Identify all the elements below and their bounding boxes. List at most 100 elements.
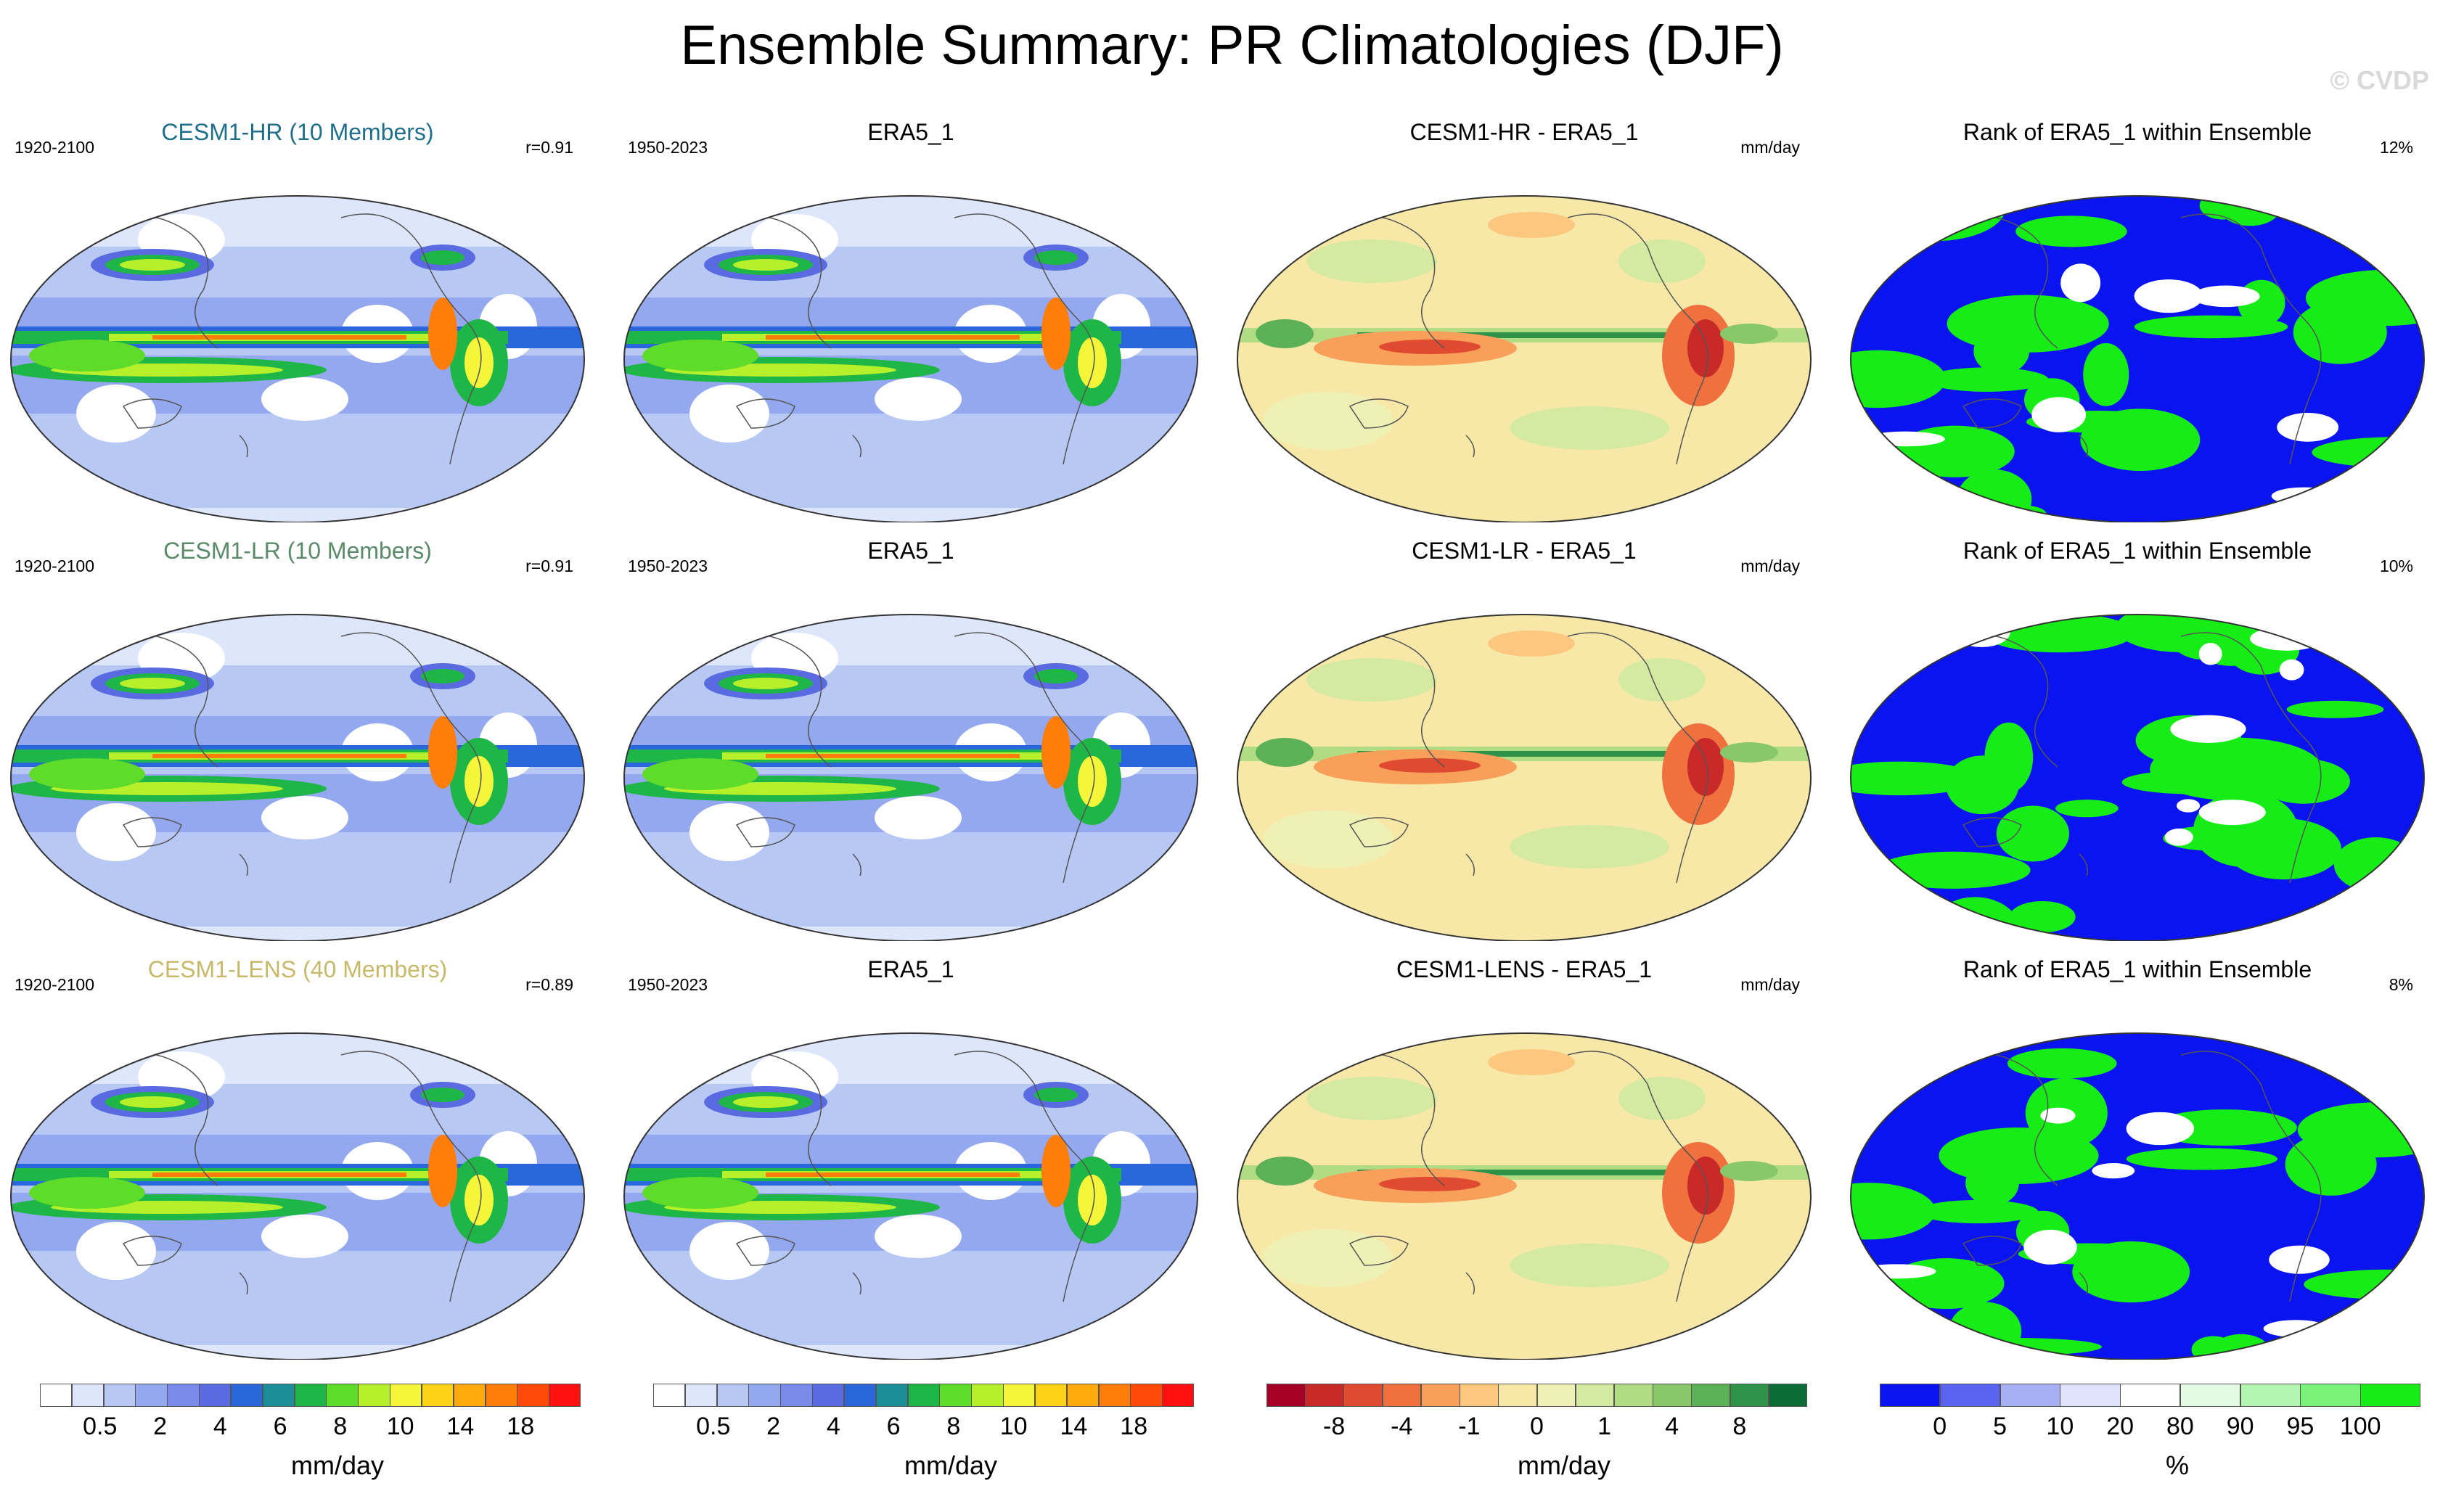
precip-band [766, 754, 1020, 758]
colorbar-swatch [358, 1384, 390, 1407]
rank-percent: 12% [2379, 138, 2413, 157]
rank-region [2198, 800, 2266, 826]
colorbar-label: % [2165, 1450, 2189, 1480]
rank-region [2055, 800, 2119, 818]
precip-blob [1306, 1077, 1437, 1120]
pr-rank-map [1850, 1032, 2425, 1360]
coastline [852, 435, 861, 458]
coastline [2079, 1272, 2088, 1295]
precip-blob [1263, 1229, 1393, 1287]
precip-blob [1687, 738, 1724, 796]
panel-diff-lr: CESM1-LR - ERA5_1 mm/day [1227, 535, 1822, 941]
pr-rank-map [1850, 614, 2425, 941]
precip-blob [261, 377, 348, 421]
pr-clim-map [10, 1032, 585, 1360]
map-field [1237, 615, 1811, 941]
diff-units: mm/day [1740, 556, 1800, 575]
rank-region [2176, 799, 2201, 813]
precip-blob [1078, 1175, 1107, 1225]
colorbar-swatch [294, 1384, 327, 1407]
precip-band [766, 1172, 1020, 1177]
precip-band [1357, 1170, 1691, 1175]
rank-region [2134, 279, 2203, 313]
map-border [1237, 1032, 1812, 1360]
panel-rank-lr: Rank of ERA5_1 within Ensemble 10% [1840, 535, 2435, 941]
colorbar-tick: 0 [1933, 1413, 1947, 1440]
rank-region [1851, 1183, 1936, 1240]
colorbar-model: mm/day 0.5 2 4 6 8 10 14 18 [40, 1384, 635, 1491]
colorbar-tick: 90 [2226, 1413, 2254, 1440]
rank-region [2009, 900, 2076, 933]
map-border [1237, 614, 1812, 941]
rank-region [2338, 1323, 2378, 1344]
coastline [340, 213, 482, 465]
coastline [2079, 435, 2088, 458]
colorbar-swatch [135, 1384, 168, 1407]
colorbar-tick: 10 [386, 1413, 414, 1440]
coastline [239, 853, 248, 876]
precip-blob [642, 340, 758, 371]
pr-obs-map [623, 614, 1198, 941]
pr-diff-map [1237, 195, 1812, 522]
colorbar-swatch [2300, 1384, 2361, 1407]
precip-blob [1379, 340, 1481, 354]
precip-blob [76, 1222, 156, 1280]
precip-blob [689, 385, 769, 443]
pr-clim-map [10, 614, 585, 941]
colorbar-tick: 4 [213, 1413, 227, 1440]
rank-region [2015, 215, 2127, 247]
map-field [11, 196, 584, 522]
precip-blob [421, 250, 464, 265]
map-field [1237, 196, 1811, 522]
pr-rank-map [1850, 195, 2425, 522]
precip-blob [1510, 406, 1669, 450]
colorbar-swatch [262, 1384, 295, 1407]
colorbar-swatch [716, 1384, 749, 1407]
precip-blob [1078, 337, 1107, 388]
precip-blob [1488, 631, 1575, 657]
colorbar-swatch [1613, 1384, 1653, 1407]
panel-model-lens: CESM1-LENS (40 Members) 1920-2100 r=0.89 [0, 953, 595, 1360]
precip-blob [875, 796, 962, 839]
rank-region [2083, 342, 2129, 406]
colorbar-tick: 0.5 [83, 1413, 118, 1440]
coastline [1348, 1236, 1409, 1266]
model-title: CESM1-LENS (40 Members) [147, 956, 448, 982]
precip-band [624, 196, 1198, 247]
precip-blob [689, 1222, 769, 1280]
coastline [340, 632, 482, 884]
rank-region [2286, 700, 2384, 718]
model-title: CESM1-LR (10 Members) [163, 538, 432, 564]
colorbar-tick: 14 [1060, 1413, 1088, 1440]
rank-region [2060, 263, 2101, 303]
rank-region [2219, 196, 2281, 226]
map-field [11, 615, 584, 941]
diff-title: CESM1-LR - ERA5_1 [1412, 538, 1637, 564]
colorbar-swatch [2000, 1384, 2060, 1407]
coastline [2180, 1051, 2322, 1302]
rank-region [2134, 315, 2288, 339]
colorbar-swatch [2179, 1384, 2241, 1407]
precip-blob [642, 758, 758, 790]
precip-blob [1720, 742, 1778, 763]
precip-blob [29, 758, 145, 790]
rank-region [2080, 408, 2201, 472]
rank-region [2351, 1300, 2423, 1328]
colorbar-tick: 20 [2106, 1413, 2134, 1440]
colorbar-swatch [907, 1384, 940, 1407]
colorbar-swatch [167, 1384, 200, 1407]
colorbar-tick: -8 [1323, 1413, 1346, 1440]
colorbar-swatch [2360, 1384, 2421, 1407]
colorbar-swatch [812, 1384, 845, 1407]
coastline [735, 1236, 795, 1266]
colorbar-swatch [199, 1384, 232, 1407]
rank-region [2170, 715, 2246, 743]
coastline [340, 1051, 482, 1302]
colorbar-swatch [453, 1384, 486, 1407]
colorbar-tick: 10 [2046, 1413, 2074, 1440]
rank-region [1851, 761, 1980, 796]
rank-region [2359, 468, 2424, 496]
coastline [1962, 817, 2022, 847]
map-field [624, 615, 1198, 941]
precip-blob [464, 337, 494, 388]
